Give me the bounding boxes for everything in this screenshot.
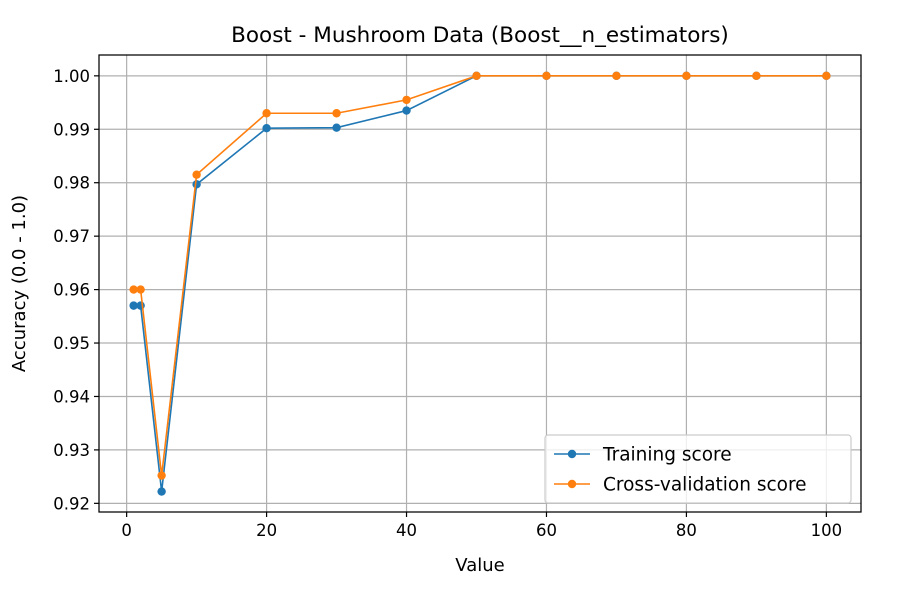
data-point xyxy=(157,471,166,480)
legend-item: Cross-validation score xyxy=(554,475,807,496)
data-point xyxy=(402,95,411,105)
data-point xyxy=(136,285,145,294)
x-tick-label: 20 xyxy=(256,521,277,540)
y-tick-label: 0.93 xyxy=(53,441,90,460)
chart-title: Boost - Mushroom Data (Boost__n_estimato… xyxy=(231,23,729,48)
data-point xyxy=(332,109,341,118)
data-point xyxy=(402,106,411,115)
grid xyxy=(99,55,861,512)
data-point xyxy=(332,123,341,132)
legend-marker xyxy=(567,479,577,489)
data-point xyxy=(682,71,691,81)
series-layer xyxy=(129,71,831,496)
data-point xyxy=(129,285,138,294)
y-tick-label: 0.99 xyxy=(53,120,90,139)
data-point xyxy=(612,71,621,81)
data-point xyxy=(192,170,201,179)
data-point xyxy=(262,109,271,118)
legend-box xyxy=(544,434,852,504)
y-tick-label: 0.95 xyxy=(53,334,90,353)
x-tick-label: 100 xyxy=(811,521,843,540)
x-tick-label: 40 xyxy=(396,521,417,540)
legend-marker xyxy=(567,449,577,459)
y-axis-label: Accuracy (0.0 - 1.0) xyxy=(9,195,30,372)
legend: Training score Cross-validation score xyxy=(544,434,852,504)
y-tick-label: 0.92 xyxy=(53,494,90,513)
y-tick-label: 0.97 xyxy=(53,227,90,246)
x-axis-label: Value xyxy=(455,555,504,576)
legend-label: Training score xyxy=(602,445,732,466)
data-point xyxy=(752,71,761,81)
x-tick-label: 60 xyxy=(536,521,557,540)
y-tick-label: 1.00 xyxy=(53,67,90,86)
data-point xyxy=(129,301,138,310)
data-point xyxy=(542,71,551,81)
legend-item: Training score xyxy=(554,445,732,466)
y-tick-label: 0.96 xyxy=(53,281,90,300)
x-tick-label: 0 xyxy=(121,521,132,540)
data-point xyxy=(822,71,831,81)
x-tick-label: 80 xyxy=(676,521,697,540)
data-point xyxy=(262,124,271,133)
y-tick-label: 0.94 xyxy=(53,387,90,406)
data-point xyxy=(472,71,481,81)
series-cross-validation xyxy=(129,71,831,480)
plot-frame xyxy=(98,54,862,513)
ticks: 0 20 40 60 80 100 0.92 0.93 0.94 0.95 0.96 0.97 0.98… xyxy=(53,67,842,540)
y-tick-label: 0.98 xyxy=(53,174,90,193)
legend-label: Cross-validation score xyxy=(603,475,807,496)
data-point xyxy=(157,487,166,496)
